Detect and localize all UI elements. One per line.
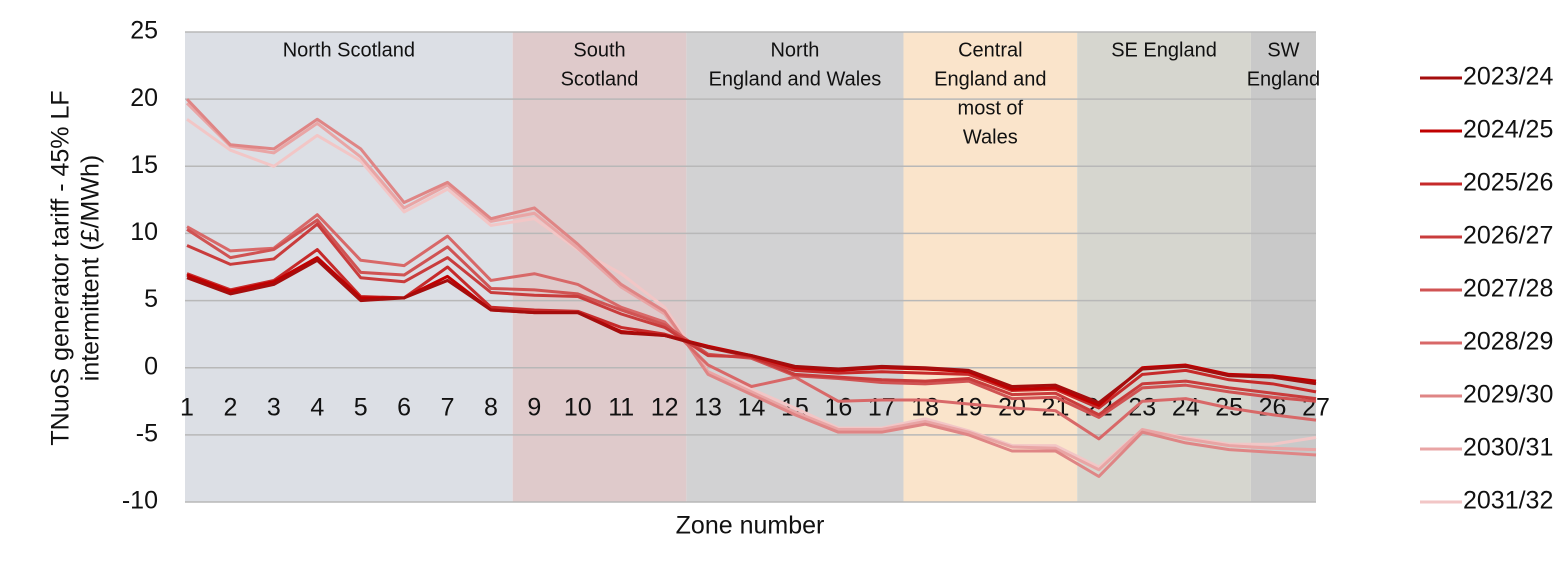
region-band (1250, 32, 1316, 502)
legend-label: 2031/32 (1463, 487, 1553, 515)
y-tick-label: -10 (122, 487, 158, 515)
x-tick-label: 3 (267, 394, 281, 422)
x-tick-label: 10 (564, 394, 592, 422)
x-tick-label: 2 (223, 394, 237, 422)
y-tick-label: -5 (136, 419, 158, 447)
x-tick-label: 9 (527, 394, 541, 422)
legend-label: 2029/30 (1463, 381, 1553, 409)
x-tick-label: 13 (694, 394, 722, 422)
region-band (1077, 32, 1251, 502)
y-tick-label: 5 (144, 285, 158, 313)
x-tick-label: 5 (354, 394, 368, 422)
region-label: England (1247, 68, 1320, 90)
region-label: Central (958, 39, 1022, 61)
y-axis-label: TNuoS generator tariff - 45% LF (47, 90, 75, 445)
y-tick-label: 15 (130, 151, 158, 179)
y-tick-label: 10 (130, 218, 158, 246)
region-label: North (770, 39, 819, 61)
legend-label: 2026/27 (1463, 222, 1553, 250)
x-tick-label: 18 (911, 394, 939, 422)
x-tick-label: 23 (1128, 394, 1156, 422)
series-line (185, 98, 1317, 478)
legend-label: 2025/26 (1463, 169, 1553, 197)
y-tick-label: 25 (130, 17, 158, 45)
x-tick-label: 16 (824, 394, 852, 422)
region-label: Wales (963, 126, 1018, 148)
legend-label: 2030/31 (1463, 434, 1553, 462)
region-label: SE England (1111, 39, 1217, 61)
y-tick-label: 0 (144, 352, 158, 380)
legend-label: 2024/25 (1463, 116, 1553, 144)
x-tick-label: 19 (955, 394, 983, 422)
x-tick-label: 7 (441, 394, 455, 422)
region-label: England and (934, 68, 1046, 90)
y-axis-label: intermittent (£/MWh) (77, 155, 105, 381)
x-tick-label: 17 (868, 394, 896, 422)
region-label: North Scotland (283, 39, 415, 61)
x-tick-label: 8 (484, 394, 498, 422)
x-tick-label: 4 (310, 394, 324, 422)
x-tick-label: 1 (180, 394, 194, 422)
x-axis-label: Zone number (676, 512, 825, 540)
x-tick-label: 6 (397, 394, 411, 422)
series-line (185, 102, 1317, 472)
x-tick-label: 11 (608, 394, 634, 422)
region-band (185, 32, 513, 502)
x-tick-label: 12 (651, 394, 679, 422)
legend-label: 2027/28 (1463, 275, 1553, 303)
region-label: Scotland (561, 68, 639, 90)
series-line (186, 258, 1317, 405)
region-band (686, 32, 904, 502)
region-label: SW (1267, 39, 1299, 61)
region-label: most of (958, 97, 1024, 119)
legend-label: 2028/29 (1463, 328, 1553, 356)
y-tick-label: 20 (130, 84, 158, 112)
region-label: South (573, 39, 625, 61)
series-line (186, 213, 1317, 441)
region-label: England and Wales (709, 68, 882, 90)
legend-label: 2023/24 (1463, 63, 1553, 91)
